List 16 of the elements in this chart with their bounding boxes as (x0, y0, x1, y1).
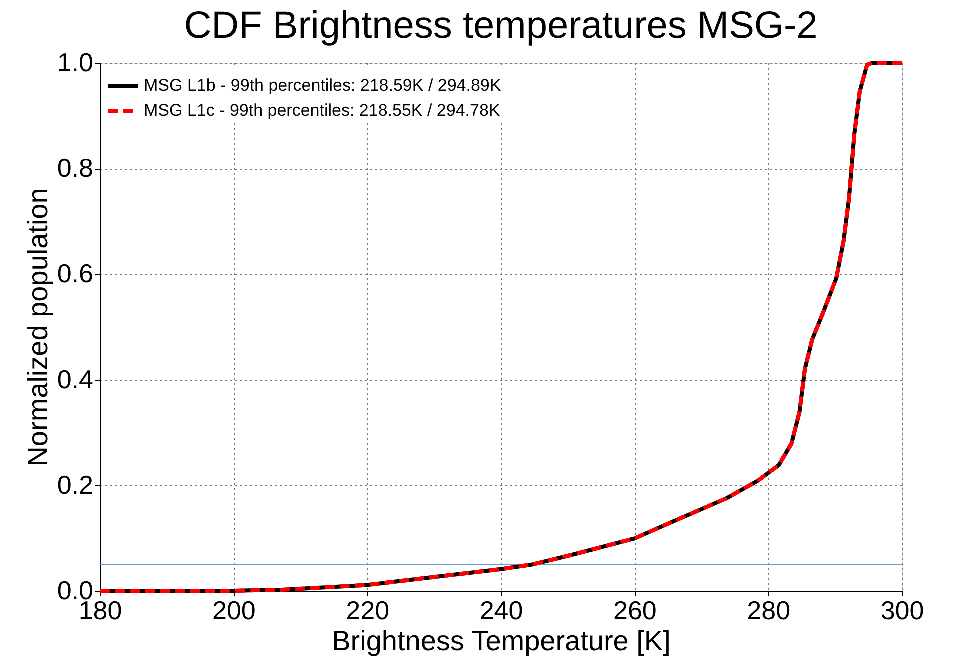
legend-label: MSG L1b - 99th percentiles: 218.59K / 294.89K (144, 76, 502, 95)
x-axis-title: Brightness Temperature [K] (332, 626, 671, 656)
legend-label: MSG L1c - 99th percentiles: 218.55K / 294.78K (144, 101, 501, 120)
x-tick-label: 260 (613, 596, 657, 626)
x-tick-label: 300 (880, 596, 924, 626)
y-tick-label: 0.4 (57, 364, 94, 394)
y-tick-label: 0.8 (57, 153, 94, 184)
y-axis-title: Normalized population (22, 188, 54, 467)
y-tick-label: 0.6 (57, 258, 94, 289)
x-tick-label: 200 (212, 596, 256, 626)
x-tick-label: 280 (747, 596, 791, 626)
x-tick-label: 220 (346, 596, 390, 626)
x-tick-label: 240 (480, 596, 524, 626)
y-tick-label: 0.2 (57, 470, 94, 500)
y-tick-label: 1.0 (57, 48, 94, 78)
chart-title: CDF Brightness temperatures MSG-2 (184, 5, 818, 47)
